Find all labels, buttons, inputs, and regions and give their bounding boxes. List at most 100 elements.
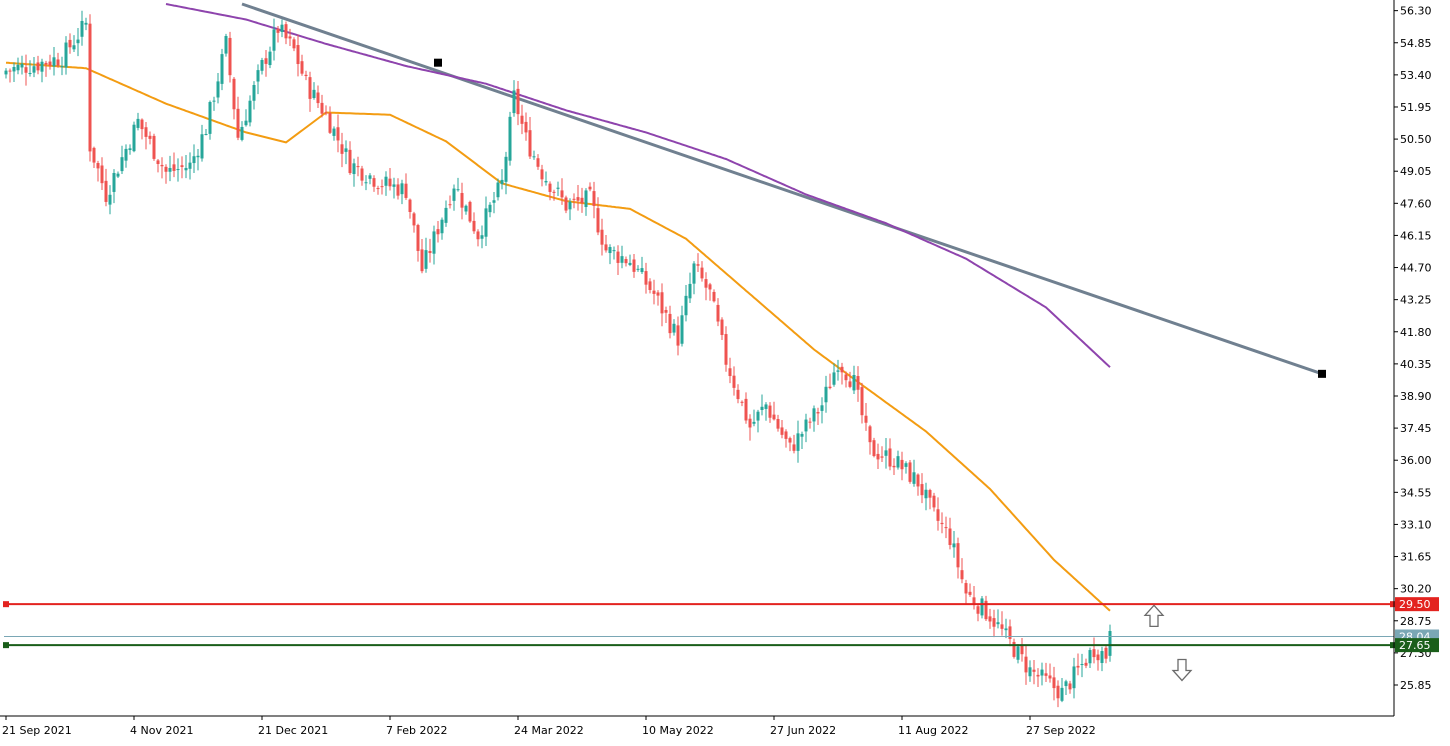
candle-bull [1060, 687, 1064, 701]
x-tick-label: 10 May 2022 [642, 724, 714, 737]
candle-bull [364, 182, 368, 184]
candle-bear [472, 220, 476, 232]
candle-bear [308, 77, 312, 99]
candle-bear [328, 113, 332, 133]
candle-bull [612, 250, 616, 252]
candle-bear [180, 165, 184, 167]
candle-bear [600, 229, 604, 245]
candle-bull [440, 219, 444, 234]
candle-bull [500, 179, 504, 185]
candle-bear [788, 438, 792, 443]
candle-bear [940, 522, 944, 525]
candle-bear [44, 62, 48, 65]
candle-bull [204, 133, 208, 135]
candle-bear [1084, 662, 1088, 666]
candle-bull [1108, 631, 1112, 656]
candle-bull [256, 70, 260, 82]
candle-bear [888, 448, 892, 467]
candle-bear [144, 127, 148, 137]
candle-bear [1024, 656, 1028, 673]
candle-bull [912, 472, 916, 484]
candle-bear [780, 427, 784, 435]
x-tick-label: 4 Nov 2021 [130, 724, 193, 737]
candle-bull [496, 182, 500, 198]
candle-bull [672, 323, 676, 333]
y-tick-label: 33.10 [1400, 518, 1432, 531]
candle-bull [400, 183, 404, 195]
candle-bull [212, 100, 216, 102]
x-tick-label: 11 Aug 2022 [898, 724, 968, 737]
candle-bull [1064, 681, 1068, 687]
candle-bear [708, 284, 712, 290]
candle-bull [608, 247, 612, 254]
candle-bull [464, 205, 468, 212]
candle-bull [692, 263, 696, 284]
candle-bear [1012, 641, 1016, 657]
candle-bear [100, 165, 104, 184]
level-handle-left [3, 642, 9, 649]
candle-bull [384, 176, 388, 186]
candle-bear [1056, 685, 1060, 699]
price-label-box [1395, 638, 1439, 653]
candle-bear [436, 229, 440, 235]
y-tick-label: 44.70 [1400, 262, 1432, 275]
candle-bull [488, 204, 492, 213]
candle-bear [348, 149, 352, 174]
candle-bear [292, 39, 296, 49]
candle-bull [220, 54, 224, 84]
candle-bear [1104, 647, 1108, 659]
candle-bull [444, 207, 448, 223]
candle-bear [396, 184, 400, 196]
candle-bear [1044, 673, 1048, 676]
candle-bull [1040, 669, 1044, 676]
level-handle-left [3, 601, 9, 608]
indicator-lines [5, 2, 1326, 612]
candle-bear [360, 168, 364, 181]
candle-bull [84, 22, 88, 25]
candle-bear [828, 386, 832, 389]
candle-bull [1004, 628, 1008, 631]
candle-bear [388, 178, 392, 187]
candle-bull [1100, 651, 1104, 664]
candle-bear [416, 225, 420, 251]
candle-bear [776, 419, 780, 429]
price-label-text: 27.65 [1399, 639, 1431, 652]
candle-bear [324, 112, 328, 114]
arrow-down-icon [1171, 658, 1193, 682]
arrow-up-icon [1143, 604, 1165, 627]
candle-bear [476, 231, 480, 240]
candle-bear [624, 259, 628, 264]
candle-bear [872, 440, 876, 457]
candle-bear [748, 418, 752, 428]
candle-bull [456, 189, 460, 191]
candle-bull [112, 172, 116, 192]
candle-bear [408, 199, 412, 213]
candle-bear [96, 163, 100, 169]
candle-bear [928, 490, 932, 498]
candle-bull [196, 155, 200, 158]
candle-bear [528, 130, 532, 157]
candle-bull [544, 181, 548, 183]
candle-bear [644, 271, 648, 285]
candle-bear [412, 213, 416, 226]
candle-bull [1072, 666, 1076, 689]
candle-bear [784, 431, 788, 439]
candle-bear [704, 279, 708, 288]
candle-bull [832, 372, 836, 385]
candle-bear [164, 166, 168, 172]
candle-bear [932, 495, 936, 508]
candle-bull [836, 370, 840, 372]
x-tick-label: 21 Sep 2021 [2, 724, 72, 737]
candle-bull [996, 622, 1000, 625]
candle-bear [24, 67, 28, 73]
candle-bear [920, 484, 924, 496]
candle-bear [916, 474, 920, 487]
candle-bear [340, 144, 344, 154]
candle-bull [1088, 650, 1092, 664]
candle-bull [980, 598, 984, 616]
candle-bull [484, 208, 488, 237]
candle-bull [1028, 667, 1032, 677]
candle-bull [80, 20, 84, 37]
candle-bear [596, 208, 600, 233]
